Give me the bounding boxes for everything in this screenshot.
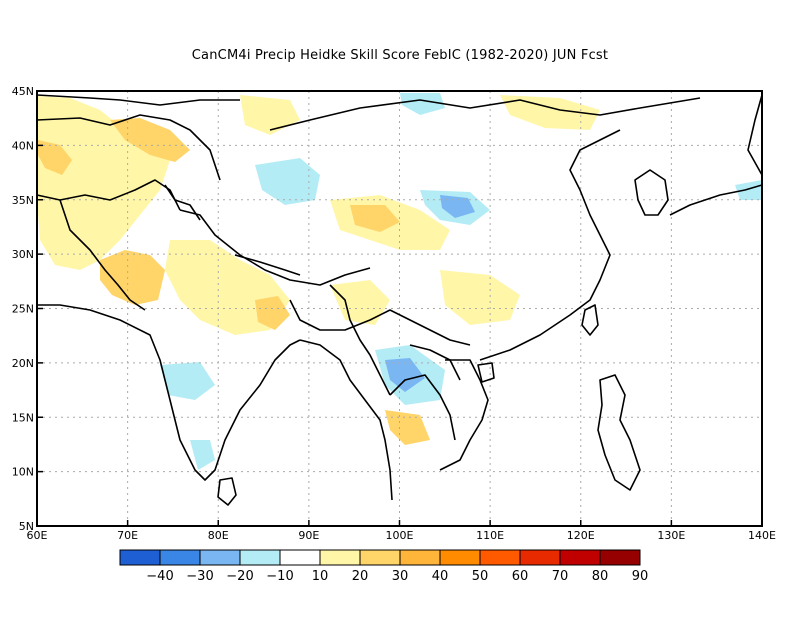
sri-lanka (217, 477, 237, 506)
colorbar-swatch (439, 549, 481, 566)
colorbar-label: −30 (186, 569, 213, 584)
lon-tick-label: 120E (567, 529, 595, 542)
laos-vietnam-border (409, 344, 461, 381)
colorbar-label: −10 (266, 569, 293, 584)
lon-tick-label: 110E (476, 529, 504, 542)
chart-title: CanCM4i Precip Heidke Skill Score FebIC … (191, 48, 609, 63)
yellow-patch-yunnan (330, 280, 390, 325)
india-coastline (37, 304, 301, 481)
china-coast (479, 129, 621, 361)
lat-tick-label: 45N (12, 85, 34, 98)
philippines (597, 374, 641, 491)
myanmar-border (329, 284, 391, 396)
lon-tick-label: 90E (298, 529, 319, 542)
coastlines-and-borders (36, 94, 763, 506)
colorbar-label: 10 (312, 569, 329, 584)
kazakh-border (36, 94, 240, 106)
indochina-coast (439, 359, 489, 471)
kashmir-border (164, 184, 201, 221)
orange-patch-afghanistan (38, 140, 72, 175)
colorbar-label: 40 (432, 569, 449, 584)
colorbar-label: 80 (592, 569, 609, 584)
lat-tick-label: 30N (12, 248, 34, 261)
yellow-patch-thailand (385, 410, 430, 445)
lon-tick-label: 60E (27, 529, 48, 542)
colorbar-swatch (199, 549, 241, 566)
lat-tick-label: 15N (12, 411, 34, 424)
colorbar-label: 20 (352, 569, 369, 584)
deep-blue-patch-sw-china (440, 195, 475, 218)
lat-tick-label: 5N (19, 520, 34, 533)
orange-patch-bangladesh (255, 296, 290, 330)
colorbar-label: −40 (146, 569, 173, 584)
blue-patch-north (400, 93, 445, 115)
colorbar-label: −20 (226, 569, 253, 584)
colorbar-swatch (599, 549, 641, 566)
lat-tick-label: 10N (12, 466, 34, 479)
central-asia-border (36, 114, 221, 181)
colorbar-swatch (479, 549, 521, 566)
colorbar-swatch (159, 549, 201, 566)
lon-tick-label: 140E (748, 529, 776, 542)
yellow-patch-uzbek (110, 118, 190, 162)
colorbar-swatch (279, 549, 321, 566)
thailand-border (389, 374, 456, 441)
lon-ticks: 60E 70E 80E 90E 100E 110E 120E 130E 140E (27, 520, 776, 542)
orange-patch-china-center (350, 205, 400, 232)
blue-patch-japan (735, 180, 762, 200)
lat-tick-label: 35N (12, 194, 34, 207)
colorbar: −40 −30 −20 −10 10 20 30 40 50 60 70 80 90 (119, 549, 649, 584)
nepal-border (234, 254, 301, 276)
yellow-patch-north-china (500, 95, 600, 130)
yellow-patch-south-china (440, 270, 520, 325)
lat-ticks: 45N 40N 35N 30N 25N 20N 15N 10N 5N (12, 85, 43, 533)
china-sw-border (289, 299, 471, 346)
colorbar-label: 60 (512, 569, 529, 584)
colorbar-label: 50 (472, 569, 489, 584)
blue-patch-tibet (255, 158, 320, 205)
colorbar-label: 30 (392, 569, 409, 584)
blue-patch-south-india (190, 440, 215, 470)
lat-tick-label: 40N (12, 139, 34, 152)
colorbar-swatch (119, 549, 161, 566)
colorbar-label: 90 (632, 569, 649, 584)
bay-of-bengal-coast (299, 339, 393, 501)
gridlines (37, 91, 762, 526)
lat-tick-label: 20N (12, 357, 34, 370)
orange-patch-pakistan (100, 250, 165, 305)
pakistan-border (59, 199, 146, 311)
korea (634, 169, 669, 216)
mongolia-border (269, 97, 701, 131)
lon-tick-label: 100E (386, 529, 414, 542)
lon-tick-label: 70E (117, 529, 138, 542)
colorbar-swatch (239, 549, 281, 566)
india-north-border (179, 209, 371, 286)
hainan (477, 362, 495, 383)
colorbar-swatch (359, 549, 401, 566)
taiwan (581, 304, 599, 336)
colorbar-swatch (519, 549, 561, 566)
colorbar-swatch (399, 549, 441, 566)
deep-blue-patch-indochina (385, 358, 425, 392)
lon-tick-label: 130E (657, 529, 685, 542)
yellow-patch-mongolia (240, 95, 300, 135)
lat-tick-label: 25N (12, 303, 34, 316)
skill-patches (37, 93, 762, 470)
colorbar-swatch (319, 549, 361, 566)
lon-tick-label: 80E (208, 529, 229, 542)
colorbar-swatch (559, 549, 601, 566)
colorbar-label: 70 (552, 569, 569, 584)
blue-patch-india (160, 362, 215, 400)
